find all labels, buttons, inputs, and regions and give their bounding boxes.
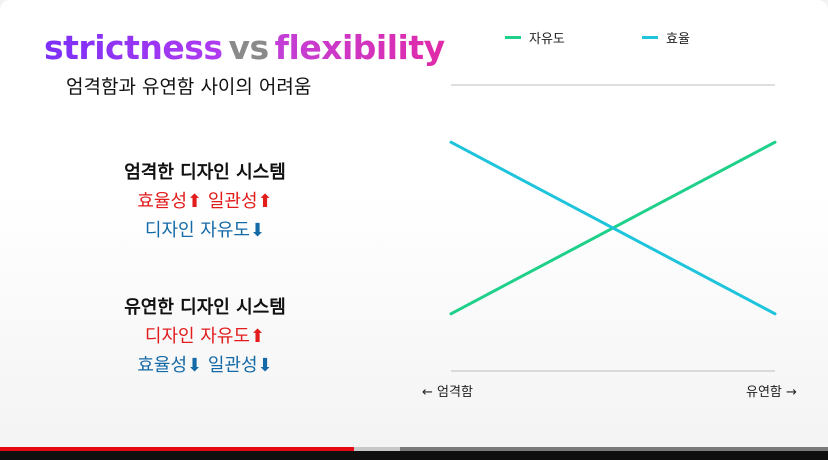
legend-label-efficiency: 효율 [666,32,690,47]
video-progress-bar[interactable] [0,447,828,451]
legend-item-efficiency: 효율 [642,28,690,47]
video-played-bar [0,447,354,451]
title-vs: vs [228,28,270,67]
player-controls-strip [0,451,828,460]
title-strictness: strictness [44,28,223,67]
flex-freedom-label: 디자인 자유도 [144,326,250,347]
flex-consistency-label: 일관성 [207,355,258,376]
flex-efficiency-label: 효율성 [137,355,188,376]
strict-system-loss: 디자인 자유도⬇ [80,216,330,245]
strict-system-heading: 엄격한 디자인 시스템 [124,162,286,183]
arrow-up-icon: ⬆ [187,191,203,212]
arrow-down-icon: ⬇ [257,355,273,376]
strict-system-gains: 효율성⬆ 일관성⬆ [80,187,330,216]
flex-system-block: 유연한 디자인 시스템 디자인 자유도⬆ 효율성⬇ 일관성⬇ [80,293,330,380]
arrow-up-icon: ⬆ [250,326,266,347]
legend-swatch-efficiency [642,36,658,39]
slide-title: strictness vs flexibility [44,28,445,67]
arrow-up-icon: ⬆ [257,191,273,212]
axis-label-strict: ← 엄격함 [422,385,473,400]
strict-freedom-label: 디자인 자유도 [144,220,250,241]
arrow-down-icon: ⬇ [250,220,266,241]
arrow-down-icon: ⬇ [187,355,203,376]
flex-system-losses: 효율성⬇ 일관성⬇ [80,351,330,380]
series-line-efficiency [449,140,777,316]
slide-subtitle: 엄격함과 유연함 사이의 어려움 [66,76,312,98]
flex-system-gain: 디자인 자유도⬆ [80,322,330,351]
flex-system-heading: 유연한 디자인 시스템 [124,297,286,318]
strict-efficiency-label: 효율성 [137,191,188,212]
strict-system-block: 엄격한 디자인 시스템 효율성⬆ 일관성⬆ 디자인 자유도⬇ [80,158,330,245]
legend-item-freedom: 자유도 [505,28,565,47]
title-flexibility: flexibility [274,28,446,67]
legend-swatch-freedom [505,36,521,39]
axis-label-flexible: 유연함 → [746,385,797,400]
legend-label-freedom: 자유도 [529,32,565,47]
strict-consistency-label: 일관성 [207,191,258,212]
